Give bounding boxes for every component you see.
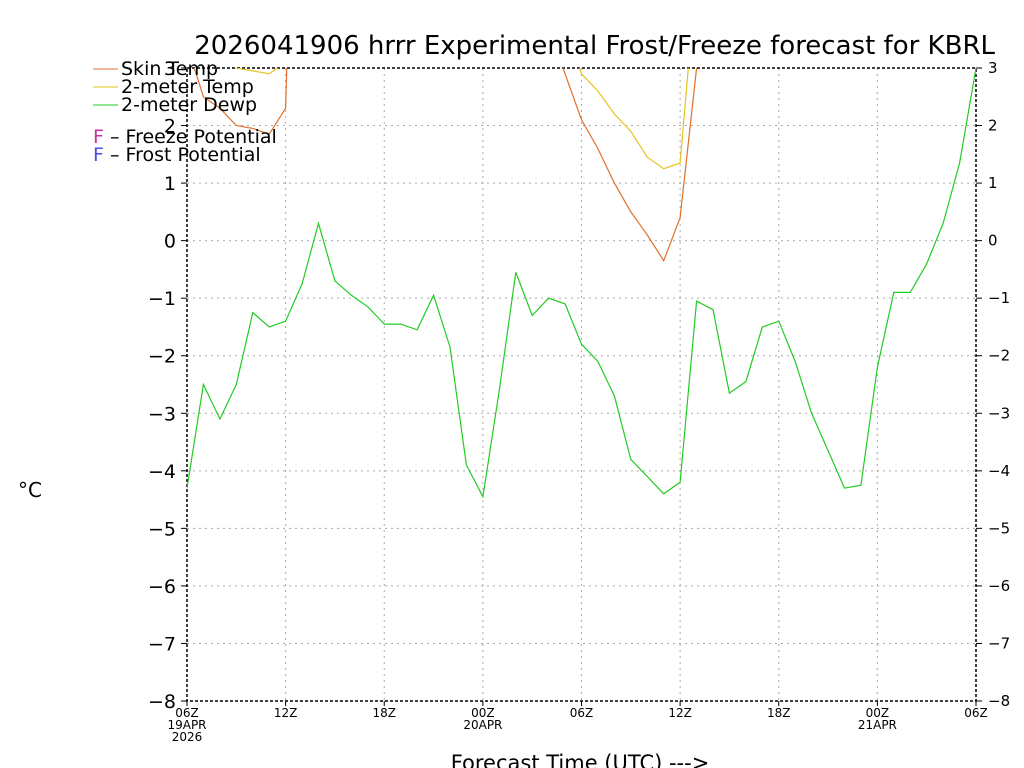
- x-tick-label: 21APR: [858, 718, 897, 732]
- y-axis-label: °C: [18, 478, 42, 502]
- y-tick-label-left: 1: [164, 173, 176, 195]
- chart-title: 2026041906 hrrr Experimental Frost/Freez…: [194, 31, 995, 61]
- y-tick-label-right: −3: [988, 404, 1010, 422]
- x-tick-label: 18Z: [373, 706, 397, 720]
- y-tick-label-left: −8: [148, 691, 176, 713]
- x-axis-label: Forecast Time (UTC) --->: [451, 751, 710, 768]
- y-tick-label-right: 1: [988, 174, 998, 192]
- x-tick-label: 12Z: [668, 706, 692, 720]
- legend: Skin Temp 2-meter Temp 2-meter Dewp F – …: [93, 58, 277, 166]
- x-tick-label: 2026: [172, 730, 203, 744]
- y-tick-label-right: 0: [988, 232, 998, 250]
- axis-ticks: [181, 67, 982, 706]
- y-tick-label-right: −1: [988, 289, 1010, 307]
- x-tick-label: 00Z: [471, 706, 495, 720]
- x-tick-label: 00Z: [866, 706, 890, 720]
- x-tick-label: 06Z: [175, 706, 199, 720]
- frost-potential-symbol: F: [93, 144, 104, 166]
- y-tick-label-right: 2: [988, 117, 998, 135]
- y-tick-label-left: 0: [164, 231, 176, 253]
- y-tick-label-left: −7: [148, 633, 176, 655]
- series-line-2-meter-dewp: [187, 68, 976, 499]
- frost-potential-text: – Frost Potential: [104, 144, 261, 166]
- y-axis-right: 3 2 1 0 −1 −2 −3 −4 −5 −6 −7 −8: [988, 59, 1010, 710]
- y-tick-label-left: −3: [148, 403, 176, 425]
- y-tick-label-left: 3: [164, 58, 176, 80]
- series-line-2-meter-temp: [234, 68, 690, 170]
- y-tick-label-left: −2: [148, 346, 176, 368]
- x-tick-label: 12Z: [274, 706, 298, 720]
- freeze-potential-legend: F – Freeze Potential: [93, 126, 277, 148]
- freeze-potential-text: – Freeze Potential: [104, 126, 277, 148]
- y-tick-label-right: −5: [988, 519, 1010, 537]
- series-line-skin-temp: [193, 68, 698, 263]
- y-tick-label-left: −5: [148, 518, 176, 540]
- freeze-potential-symbol: F: [93, 126, 104, 148]
- y-tick-label-left: −4: [148, 461, 176, 483]
- grid-lines: [187, 68, 976, 701]
- legend-label-skin-temp: Skin Temp: [121, 58, 218, 80]
- y-tick-label-right: −7: [988, 634, 1010, 652]
- plot-frame: [186, 67, 977, 702]
- y-tick-label-right: −6: [988, 577, 1010, 595]
- y-tick-label-right: −2: [988, 347, 1010, 365]
- x-tick-label: 06Z: [570, 706, 594, 720]
- y-axis-left: 3 2 1 0 −1 −2 −3 −4 −5 −6 −7 −8: [148, 58, 176, 713]
- x-tick-label: 19APR: [167, 718, 206, 732]
- y-tick-label-left: −6: [148, 576, 176, 598]
- legend-label-2m-temp: 2-meter Temp: [121, 76, 254, 98]
- y-tick-label-right: 3: [988, 59, 998, 77]
- series-layer: [187, 68, 976, 499]
- y-tick-label-right: −8: [988, 692, 1010, 710]
- x-tick-label: 06Z: [964, 706, 988, 720]
- legend-label-2m-dewp: 2-meter Dewp: [121, 94, 257, 116]
- x-tick-label: 18Z: [767, 706, 791, 720]
- y-tick-label-right: −4: [988, 462, 1010, 480]
- x-tick-label: 20APR: [463, 718, 502, 732]
- y-tick-label-left: 2: [164, 116, 176, 138]
- y-tick-label-left: −1: [148, 288, 176, 310]
- frost-potential-legend: F – Frost Potential: [93, 144, 261, 166]
